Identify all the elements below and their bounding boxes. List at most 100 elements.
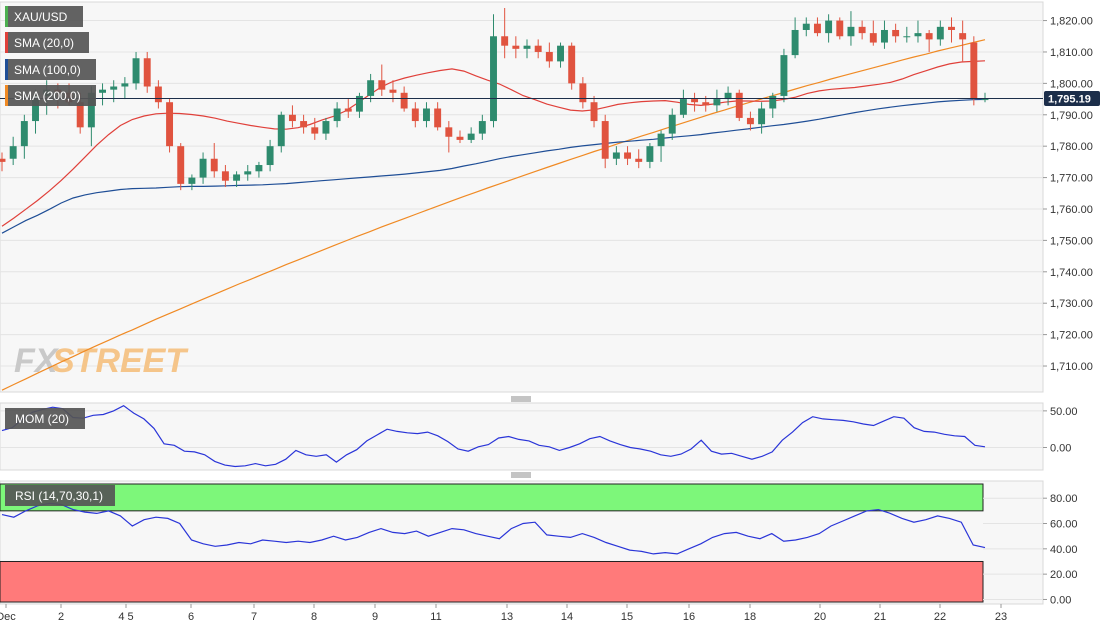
candle-body (434, 108, 442, 128)
x-tick-label: Dec (0, 611, 16, 623)
candle-body (590, 102, 598, 122)
candle-body (99, 89, 106, 93)
x-tick-label: 23 (995, 611, 1007, 623)
candle-body (568, 45, 576, 84)
x-tick-label: 14 (561, 611, 573, 623)
candle-body (813, 23, 821, 34)
momentum-pane-bg (0, 402, 1044, 471)
candle-body (266, 146, 274, 166)
candle-body (802, 23, 810, 30)
candle-body (847, 26, 855, 37)
x-axis: Dec 2 4 5 6 7 8 9 11 13 14 15 16 18 20 21 22 23 (0, 604, 1007, 623)
pane-splitter-2[interactable] (511, 472, 531, 478)
price-y-tick-label: 1,730.00 (1050, 298, 1093, 310)
momentum-y-tick-label: 50.00 (1050, 406, 1078, 418)
candle-body (177, 146, 185, 184)
candle-body (121, 83, 129, 87)
candle-body (981, 99, 989, 101)
x-tick-label: 4 5 (118, 611, 133, 623)
x-tick-label: 15 (621, 611, 633, 623)
candle-body (668, 114, 676, 134)
rsi-y-axis: 0.00 20.00 40.00 60.00 80.00 (1043, 493, 1078, 606)
candle-body (959, 33, 967, 40)
legend-rsi-box[interactable] (5, 485, 115, 506)
x-tick-label: 18 (744, 611, 756, 623)
candle-body (411, 108, 419, 122)
candle-body (624, 152, 632, 159)
candle-body (713, 99, 721, 106)
price-y-tick-label: 1,780.00 (1050, 141, 1093, 153)
legend-sma100-box[interactable] (5, 59, 96, 80)
legend-symbol-box[interactable] (5, 6, 83, 27)
candle-body (501, 36, 509, 46)
price-y-tick-label: 1,710.00 (1050, 361, 1093, 373)
legend-sma20-box[interactable] (5, 32, 89, 53)
price-grid (0, 20, 1043, 367)
candle-body (601, 121, 609, 159)
rsi-grid (983, 497, 1043, 600)
candle-body (534, 45, 542, 52)
candle-body (746, 117, 754, 125)
candle-body (467, 133, 475, 140)
legend-momentum-label: MOM (20) (15, 412, 69, 426)
candle-body (32, 95, 39, 122)
rsi-overbought-zone (0, 483, 984, 512)
candle-body (277, 114, 285, 147)
x-tick-label: 7 (251, 611, 257, 623)
x-tick-label: 22 (934, 611, 946, 623)
candle-body (657, 133, 665, 147)
candle-body (0, 158, 6, 162)
rsi-oversold-zone (0, 560, 984, 603)
last-price-label: 1,795.19 (1048, 93, 1091, 105)
candle-body (445, 127, 453, 137)
candle-body (132, 58, 140, 84)
momentum-line-group (1, 404, 986, 468)
candle-body (646, 146, 654, 162)
candle-body (322, 121, 330, 134)
legend-sma20-marker (5, 32, 8, 53)
sma100-line-group (1, 98, 986, 234)
candle-body (400, 92, 408, 109)
candle-body (691, 99, 699, 103)
candle-body (579, 83, 587, 103)
x-tick-label: 16 (683, 611, 695, 623)
candle-body (903, 36, 911, 38)
price-y-tick-label: 1,800.00 (1050, 78, 1093, 90)
candle-body (769, 95, 777, 109)
candle-body (780, 55, 788, 96)
candle-body (545, 51, 553, 62)
candle-body (791, 29, 799, 56)
candle-body (970, 42, 978, 100)
price-y-axis: 1,710.00 1,720.00 1,730.00 1,740.00 1,750.00… (1043, 16, 1093, 373)
candle-body (869, 33, 877, 43)
pane-splitter-1[interactable] (511, 396, 531, 402)
price-y-tick-label: 1,790.00 (1050, 110, 1093, 122)
candle-body (423, 108, 430, 122)
rsi-zones (0, 483, 984, 603)
rsi-y-tick-label: 40.00 (1050, 544, 1078, 556)
candle-body (255, 165, 263, 172)
legend-symbol-marker (5, 6, 8, 27)
rsi-line-group (1, 502, 986, 555)
candle-body (233, 174, 241, 181)
candle-body (333, 108, 341, 122)
candle-body (735, 92, 743, 118)
legend-momentum-box[interactable] (5, 408, 85, 429)
candle-body (143, 58, 151, 87)
price-y-tick-label: 1,760.00 (1050, 204, 1093, 216)
candle-body (490, 36, 497, 122)
candle-body (892, 29, 900, 37)
candle-body (300, 121, 308, 128)
candle-body (478, 121, 486, 134)
legend-sma200-box[interactable] (5, 85, 96, 106)
candle-body (344, 108, 352, 112)
x-tick-label: 9 (372, 611, 378, 623)
rsi-line (1, 502, 986, 555)
candle-body (612, 152, 620, 159)
legend-sma200-marker (5, 85, 8, 106)
candle-body (110, 86, 118, 90)
candle-body (635, 158, 643, 162)
rsi-y-tick-label: 80.00 (1050, 493, 1078, 505)
candle-body (20, 121, 28, 147)
